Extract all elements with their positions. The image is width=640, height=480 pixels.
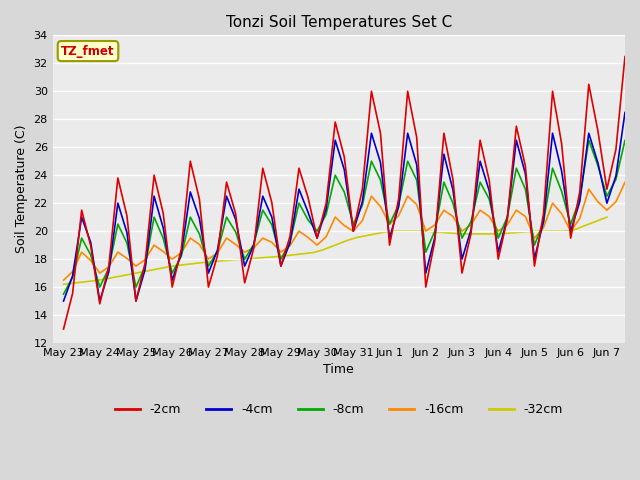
Title: Tonzi Soil Temperatures Set C: Tonzi Soil Temperatures Set C [226, 15, 452, 30]
Text: TZ_fmet: TZ_fmet [61, 45, 115, 58]
Legend: -2cm, -4cm, -8cm, -16cm, -32cm: -2cm, -4cm, -8cm, -16cm, -32cm [109, 398, 568, 421]
X-axis label: Time: Time [323, 363, 354, 376]
Y-axis label: Soil Temperature (C): Soil Temperature (C) [15, 125, 28, 253]
